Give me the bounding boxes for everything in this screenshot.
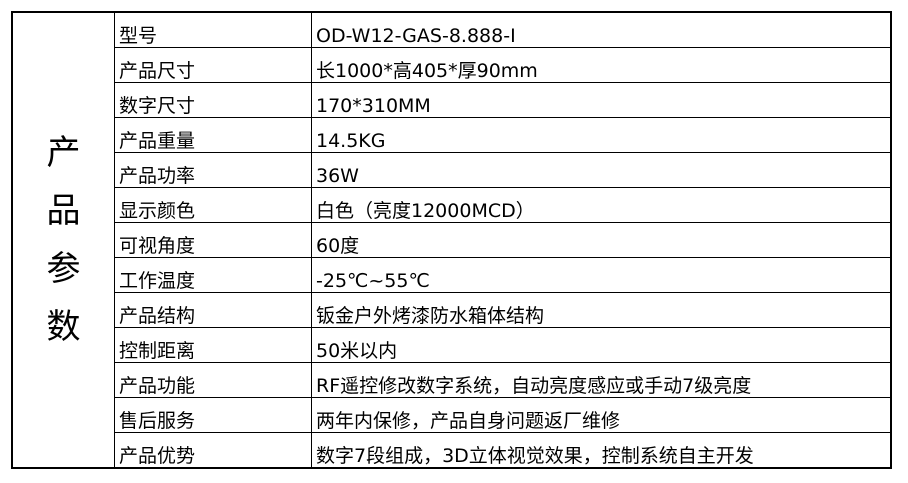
side-label: 产品参数 [11, 11, 115, 469]
spec-label: 产品重量 [114, 117, 312, 153]
table-row: 工作温度 -25℃~55℃ [12, 257, 892, 293]
spec-label: 产品优势 [114, 432, 312, 469]
spec-value: 14.5KG [311, 117, 892, 153]
spec-label: 产品结构 [114, 292, 312, 328]
table-row: 产品参数型号 OD-W12-GAS-8.888-I [11, 11, 892, 469]
spec-value: 数字7段组成，3D立体视觉效果，控制系统自主开发 [311, 432, 892, 469]
spec-value: 两年内保修，产品自身问题返厂维修 [311, 397, 892, 433]
table-row: 产品重量 14.5KG [12, 117, 892, 153]
spec-value: 钣金户外烤漆防水箱体结构 [311, 292, 892, 328]
side-label-char: 数 [46, 307, 81, 347]
spec-value: 60度 [311, 222, 892, 258]
spec-label: 售后服务 [114, 397, 312, 433]
table-row: 产品功率 36W [12, 152, 892, 188]
spec-value: RF遥控修改数字系统，自动亮度感应或手动7级亮度 [311, 362, 892, 398]
spec-label: 产品尺寸 [114, 47, 312, 83]
spec-value: OD-W12-GAS-8.888-I [311, 11, 892, 48]
table-row: 产品尺寸 长1000*高405*厚90mm [12, 47, 892, 83]
spec-table: 产品参数型号 OD-W12-GAS-8.888-I 产品尺寸 长1000*高405*厚… [11, 11, 892, 469]
spec-label: 型号 [114, 11, 312, 48]
side-label-char: 品 [46, 191, 81, 231]
spec-label: 显示颜色 [114, 187, 312, 223]
spec-label: 产品功能 [114, 362, 312, 398]
table-row: 可视角度 60度 [12, 222, 892, 258]
spec-value: -25℃~55℃ [311, 257, 892, 293]
table-row: 产品结构 钣金户外烤漆防水箱体结构 [12, 292, 892, 328]
spec-label: 工作温度 [114, 257, 312, 293]
spec-label: 可视角度 [114, 222, 312, 258]
table-row: 显示颜色 白色（亮度12000MCD） [12, 187, 892, 223]
spec-value: 50米以内 [311, 327, 892, 363]
table-row: 产品优势 数字7段组成，3D立体视觉效果，控制系统自主开发 [12, 432, 892, 469]
spec-value: 白色（亮度12000MCD） [311, 187, 892, 223]
spec-value: 36W [311, 152, 892, 188]
spec-label: 控制距离 [114, 327, 312, 363]
side-label-char: 参 [46, 249, 81, 289]
side-label-char: 产 [46, 133, 81, 173]
table-row: 售后服务 两年内保修，产品自身问题返厂维修 [12, 397, 892, 433]
spec-label: 产品功率 [114, 152, 312, 188]
table-row: 数字尺寸 170*310MM [12, 82, 892, 118]
spec-value: 170*310MM [311, 82, 892, 118]
spec-value: 长1000*高405*厚90mm [311, 47, 892, 83]
table-row: 产品功能 RF遥控修改数字系统，自动亮度感应或手动7级亮度 [12, 362, 892, 398]
table-row: 控制距离 50米以内 [12, 327, 892, 363]
spec-label: 数字尺寸 [114, 82, 312, 118]
